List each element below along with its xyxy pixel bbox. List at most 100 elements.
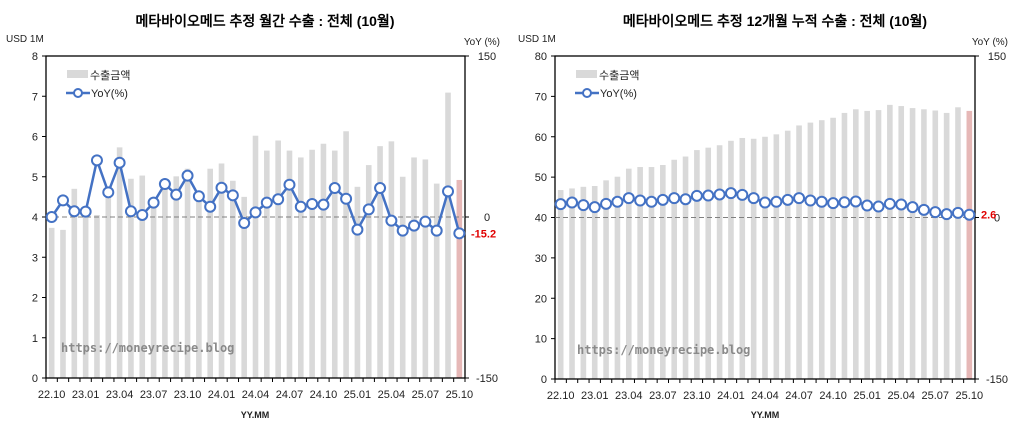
x-tick-label: 25.10 xyxy=(956,390,984,402)
y-tick-label: 30 xyxy=(535,253,547,265)
y-tick-label: 7 xyxy=(32,91,38,103)
bar xyxy=(966,110,973,379)
yoy-point xyxy=(622,192,635,205)
bar xyxy=(739,137,746,379)
bar xyxy=(411,157,417,378)
yoy-point xyxy=(147,196,160,209)
yoy-point xyxy=(929,206,942,219)
bar xyxy=(898,106,905,379)
bar xyxy=(818,120,825,379)
bar xyxy=(807,122,814,380)
x-tick-label: 25.10 xyxy=(446,389,474,401)
legend-bar-swatch xyxy=(67,70,88,78)
yoy-point xyxy=(815,195,828,208)
bar xyxy=(241,196,247,378)
legend-bar-label: 수출금액 xyxy=(599,69,639,82)
x-tick-label: 25.01 xyxy=(853,390,881,402)
y-tick-label: 5 xyxy=(32,172,38,184)
yoy-point xyxy=(940,208,953,221)
yoy-point xyxy=(238,217,251,230)
bar xyxy=(784,130,791,379)
x-tick-label: 24.07 xyxy=(785,390,813,402)
y2-axis-label: YoY (%) xyxy=(972,37,1008,48)
bar xyxy=(252,135,259,378)
yoy-point xyxy=(317,198,330,211)
y-tick-label: 50 xyxy=(535,172,547,184)
x-tick-label: 25.07 xyxy=(412,389,440,401)
bar xyxy=(94,214,100,378)
yoy-point xyxy=(736,188,749,201)
yoy-point xyxy=(306,198,319,211)
bar xyxy=(932,110,939,379)
yoy-point xyxy=(68,205,81,218)
bar xyxy=(445,92,451,378)
y2-tick-label: 0 xyxy=(994,213,1000,225)
x-tick-label: 23.04 xyxy=(615,390,643,402)
yoy-point xyxy=(872,200,885,213)
x-tick-label: 22.10 xyxy=(38,389,66,401)
y-tick-label: 80 xyxy=(535,51,547,63)
yoy-point xyxy=(566,196,579,209)
bar xyxy=(82,212,89,378)
x-tick-label: 25.01 xyxy=(344,389,372,401)
bar xyxy=(320,143,327,378)
y-tick-label: 0 xyxy=(541,374,547,386)
x-tick-label: 23.10 xyxy=(174,389,202,401)
bar xyxy=(218,163,225,378)
x-tick-label: 24.04 xyxy=(751,390,779,402)
bar xyxy=(705,147,712,379)
bar xyxy=(297,157,304,378)
x-axis-label: YY.MM xyxy=(241,410,270,420)
bar xyxy=(830,117,836,380)
x-tick-label: 24.10 xyxy=(310,389,338,401)
watermark: https://moneyrecipe.blog xyxy=(577,343,750,357)
yoy-point xyxy=(588,201,601,214)
bar xyxy=(377,146,383,378)
bar xyxy=(682,156,689,379)
y-tick-label: 6 xyxy=(32,132,38,144)
yoy-point xyxy=(600,197,613,210)
bar xyxy=(207,168,214,378)
yoy-point xyxy=(442,185,455,198)
bar xyxy=(773,134,780,379)
yoy-point xyxy=(906,201,919,214)
yoy-point xyxy=(430,224,443,237)
yoy-point xyxy=(895,198,908,211)
yoy-point xyxy=(724,187,737,200)
yoy-point xyxy=(770,195,783,208)
bar xyxy=(762,136,768,379)
y2-tick-label: 0 xyxy=(484,212,490,224)
y-tick-label: 1 xyxy=(32,333,38,345)
y-axis-label: USD 1M xyxy=(518,34,556,45)
bar xyxy=(671,159,677,379)
x-tick-label: 24.01 xyxy=(208,389,236,401)
yoy-point xyxy=(340,192,353,205)
bar xyxy=(796,125,802,379)
yoy-point xyxy=(226,189,239,202)
bar xyxy=(728,140,734,379)
y-tick-label: 0 xyxy=(32,373,38,385)
x-tick-label: 24.10 xyxy=(819,390,847,402)
yoy-point xyxy=(554,198,567,211)
watermark: https://moneyrecipe.blog xyxy=(61,341,234,355)
bar xyxy=(365,165,372,378)
bar xyxy=(150,200,157,378)
bar xyxy=(716,145,723,379)
bar xyxy=(750,138,757,379)
bar xyxy=(196,196,202,378)
bar xyxy=(569,188,575,379)
y-tick-label: 8 xyxy=(32,51,38,63)
y-tick-label: 10 xyxy=(535,334,547,346)
x-axis-label: YY.MM xyxy=(751,410,780,420)
yoy-point xyxy=(793,192,806,205)
y-axis-label: USD 1M xyxy=(6,34,44,45)
bar xyxy=(637,167,643,379)
legend-line-marker xyxy=(582,88,592,98)
bar xyxy=(433,183,440,378)
yoy-point xyxy=(747,192,760,205)
bar xyxy=(388,141,395,378)
yoy-point xyxy=(385,214,398,227)
x-tick-label: 24.04 xyxy=(242,389,270,401)
yoy-point xyxy=(453,227,466,240)
